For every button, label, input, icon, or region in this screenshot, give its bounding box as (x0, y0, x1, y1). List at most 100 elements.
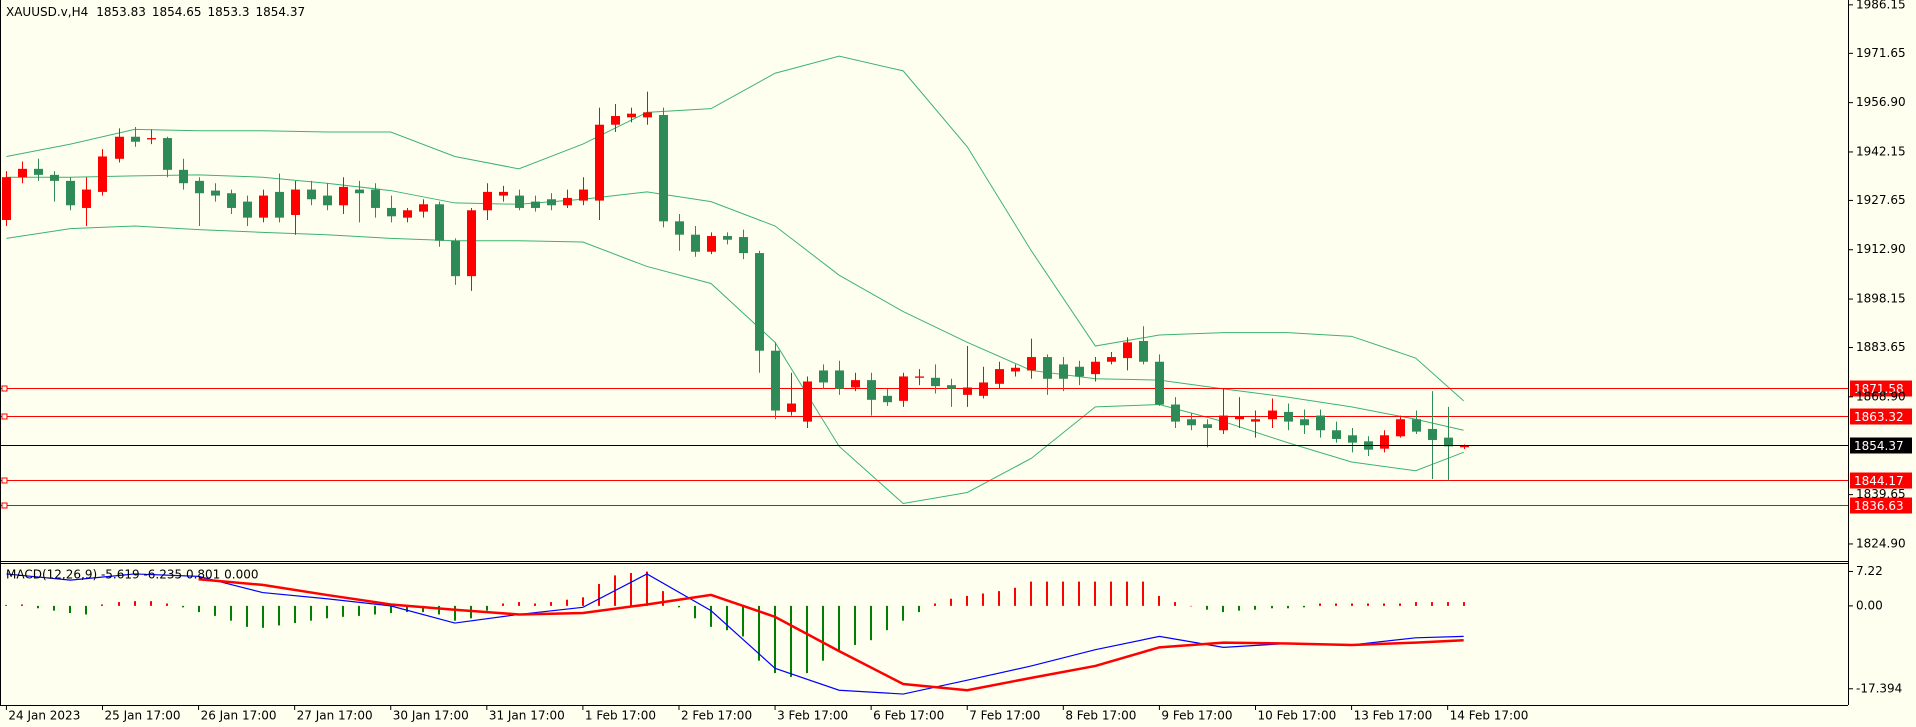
histogram-bar (1030, 581, 1032, 606)
histogram-bar (902, 605, 904, 621)
histogram-bar (1046, 581, 1048, 606)
candle-body (707, 236, 716, 252)
bollinger-lower (6, 225, 1464, 505)
candle-body (243, 201, 252, 218)
histogram-bar (1383, 603, 1385, 606)
candle-body (1348, 435, 1357, 443)
candle-body (819, 370, 828, 383)
candle-body (867, 380, 876, 400)
candle-body (419, 204, 428, 212)
histogram-bar (310, 605, 312, 621)
level-label: 1844.17 (1854, 474, 1904, 488)
candle-body (1091, 361, 1100, 375)
header-close: 1854.37 (256, 5, 306, 19)
candle-body (1043, 357, 1052, 379)
histogram-bar (1319, 603, 1321, 606)
candle-body (307, 189, 316, 200)
histogram-bar (598, 583, 600, 606)
histogram-bar (550, 602, 552, 606)
histogram-bar (262, 605, 264, 628)
candle-body (211, 190, 220, 196)
histogram-bar (918, 605, 920, 613)
candle-body (1332, 430, 1341, 439)
candle-body (195, 180, 204, 194)
candle-body (995, 369, 1004, 384)
candle-body (579, 189, 588, 201)
candle-body (179, 169, 188, 184)
histogram-bar (278, 605, 280, 626)
level-marker (1, 385, 8, 392)
histogram-bar (342, 605, 344, 617)
histogram-bar (69, 605, 71, 614)
candle-body (1203, 424, 1212, 428)
y-tick-label: 1868.90 (1856, 389, 1906, 403)
candle-body (451, 240, 460, 277)
y-tick-label: 1898.15 (1856, 292, 1906, 306)
candle-body (1075, 366, 1084, 377)
histogram-bar (838, 605, 840, 653)
candle-body (1251, 419, 1260, 422)
histogram-bar (1399, 603, 1401, 606)
histogram-bar (630, 573, 632, 606)
x-tick-label: 1 Feb 17:00 (585, 709, 656, 723)
histogram-bar (246, 605, 248, 627)
candle-body (1284, 411, 1293, 422)
candle-body (435, 204, 444, 241)
candle-body (291, 189, 300, 215)
candle-body (643, 112, 652, 118)
level-label: 1863.32 (1854, 410, 1904, 424)
histogram-bar (1271, 605, 1273, 609)
candle-body (18, 168, 27, 178)
histogram-bar (1094, 581, 1096, 606)
candle-body (659, 115, 668, 222)
candle-body (147, 138, 156, 140)
candle-body (515, 195, 524, 208)
macd-panel (5, 571, 1465, 695)
histogram-bar (118, 602, 120, 606)
candle-body (227, 193, 236, 208)
level-label: 1836.63 (1854, 499, 1904, 513)
histogram-bar (678, 605, 680, 608)
histogram-bar (1110, 581, 1112, 606)
candle-body (675, 221, 684, 235)
histogram-bar (790, 605, 792, 677)
candle-body (691, 234, 700, 252)
candle-body (275, 191, 284, 218)
histogram-bar (758, 605, 760, 661)
histogram-bar (422, 605, 424, 613)
macd-label: MACD(12,26,9) -5.619 -6.235 0.801 0.000 (6, 568, 258, 582)
header-open: 1853.83 (96, 5, 146, 19)
price-panel (1, 55, 1848, 509)
histogram-bar (566, 599, 568, 606)
candle-body (1187, 419, 1196, 426)
candle-body (547, 199, 556, 206)
header-high: 1854.65 (152, 5, 202, 19)
histogram-bar (1062, 581, 1064, 606)
candle-body (1027, 357, 1036, 371)
x-tick-label: 13 Feb 17:00 (1354, 709, 1433, 723)
chart-header: XAUUSD.v,H4 1853.83 1854.65 1853.3 1854.37 (6, 5, 305, 19)
candle-body (835, 370, 844, 389)
candle-body (531, 201, 540, 208)
histogram-bar (1238, 605, 1240, 611)
y-tick-label: 1912.90 (1856, 242, 1906, 256)
histogram-bar (982, 593, 984, 606)
y-tick-label: 1971.65 (1856, 46, 1906, 60)
candle-body (66, 180, 75, 206)
x-tick-label: 10 Feb 17:00 (1257, 709, 1336, 723)
histogram-bar (1415, 602, 1417, 606)
histogram-bar (438, 605, 440, 615)
histogram-bar (1351, 603, 1353, 606)
candle-body (82, 189, 91, 208)
candle-body (803, 381, 812, 422)
candle-body (98, 156, 107, 192)
candle-body (50, 174, 59, 181)
histogram-bar (166, 603, 168, 606)
histogram-bar (646, 571, 648, 606)
candle-body (387, 207, 396, 217)
histogram-bar (726, 605, 728, 631)
histogram-bar (101, 604, 103, 606)
histogram-bar (934, 603, 936, 606)
